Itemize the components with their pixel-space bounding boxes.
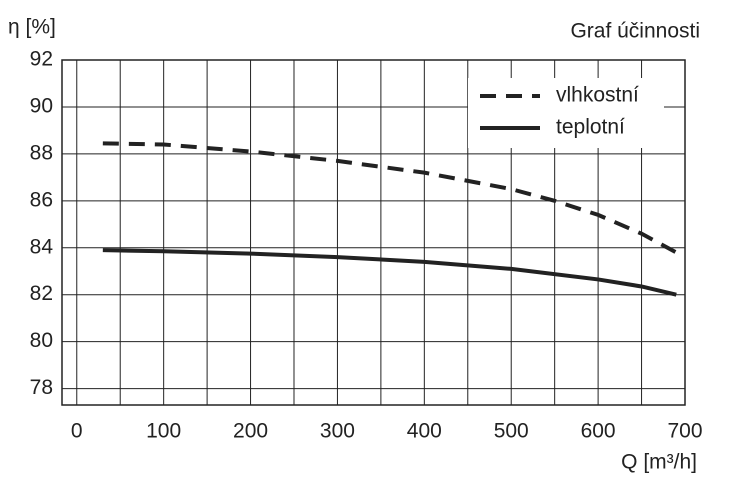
y-tick-label: 90 — [30, 94, 53, 117]
series-line — [102, 248, 677, 297]
x-tick-label: 100 — [146, 420, 181, 443]
x-tick-label: 400 — [407, 420, 442, 443]
y-tick-label: 88 — [30, 141, 53, 164]
x-tick-label: 500 — [494, 420, 529, 443]
x-tick-label: 300 — [320, 420, 355, 443]
y-tick-label: 86 — [30, 188, 53, 211]
y-tick-label: 92 — [30, 48, 53, 71]
series-line — [102, 141, 678, 255]
x-tick-label: 200 — [233, 420, 268, 443]
x-tick-label: 600 — [581, 420, 616, 443]
legend-box — [468, 78, 664, 148]
chart-title: Graf účinnosti — [570, 20, 700, 43]
legend-label: teplotní — [556, 116, 625, 139]
y-tick-label: 84 — [30, 235, 54, 258]
y-tick-label: 82 — [30, 282, 53, 305]
y-tick-label: 80 — [30, 329, 53, 352]
plot-frame — [61, 59, 686, 406]
x-axis-label: Q [m³/h] — [621, 451, 697, 474]
legend-label: vlhkostní — [556, 84, 639, 107]
x-tick-label: 0 — [71, 420, 83, 443]
y-tick-label: 78 — [30, 376, 53, 399]
x-tick-label: 700 — [667, 420, 702, 443]
y-axis-label: η [%] — [8, 16, 56, 39]
